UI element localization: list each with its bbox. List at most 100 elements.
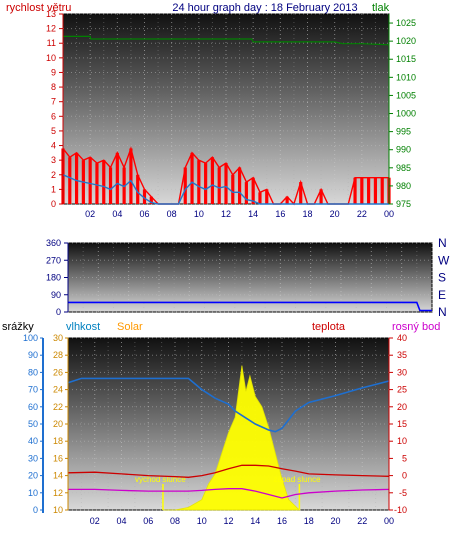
wind-tick-label: 12 — [46, 24, 56, 34]
compass-label: W — [438, 253, 450, 267]
x-tick-label: 08 — [167, 209, 177, 219]
dir-tick-label: 180 — [46, 273, 61, 283]
x-tick-label: 16 — [277, 516, 287, 526]
rain-tick-label: 30 — [28, 453, 38, 463]
compass-label: N — [438, 236, 447, 250]
rain-axis-title: srážky — [2, 321, 34, 333]
pressure-tick-label: 1005 — [396, 90, 416, 100]
x-tick-label: 14 — [250, 516, 260, 526]
temperature-tick-label: 30 — [397, 367, 407, 377]
wind-pressure-series — [61, 35, 391, 206]
wind-tick-label: 1 — [51, 184, 56, 194]
x-tick-label: 04 — [116, 516, 126, 526]
x-tick-label: 16 — [275, 209, 285, 219]
temperature-tick-label: 20 — [397, 402, 407, 412]
rain-tick-label: 40 — [28, 436, 38, 446]
wind-tick-label: 10 — [46, 53, 56, 63]
x-tick-label: 04 — [112, 209, 122, 219]
compass-label: N — [438, 305, 447, 319]
x-tick-label: 00 — [384, 209, 394, 219]
x-tick-label: 02 — [85, 209, 95, 219]
wind-axis-title: rychlost větru — [6, 2, 71, 14]
humidity-tick-label: 20 — [53, 419, 63, 429]
wind-tick-label: 2 — [51, 170, 56, 180]
temperature-tick-label: -5 — [399, 488, 407, 498]
wind-tick-label: 3 — [51, 155, 56, 165]
wind-direction-grid — [68, 242, 433, 313]
x-tick-label: 22 — [357, 209, 367, 219]
rain-tick-label: 60 — [28, 402, 38, 412]
x-tick-label: 12 — [221, 209, 231, 219]
sunrise-label: východ slunce — [135, 475, 186, 484]
pressure-tick-label: 985 — [396, 163, 411, 173]
dir-tick-label: 90 — [51, 290, 61, 300]
wind-tick-label: 11 — [47, 38, 56, 48]
temperature-tick-label: 15 — [397, 419, 407, 429]
solar-area — [163, 365, 301, 511]
x-tick-label: 18 — [302, 209, 312, 219]
humidity-tick-label: 30 — [53, 333, 63, 343]
humidity-tick-label: 14 — [53, 471, 63, 481]
pressure-tick-label: 1025 — [396, 18, 416, 28]
x-tick-label: 06 — [143, 516, 153, 526]
wind-direction-line — [68, 301, 432, 312]
solar-axis-title: Solar — [117, 321, 143, 333]
x-tick-label: 22 — [357, 516, 367, 526]
dir-tick-label: 0 — [56, 307, 61, 317]
humidity-tick-label: 26 — [53, 367, 63, 377]
rain-tick-label: 90 — [28, 350, 38, 360]
wind-tick-label: 0 — [51, 199, 56, 209]
dewpoint-line — [68, 488, 390, 499]
pressure-line — [63, 35, 390, 46]
humidity-tick-label: 28 — [53, 350, 63, 360]
dir-tick-label: 270 — [46, 255, 61, 265]
rain-tick-label: 100 — [23, 333, 38, 343]
pressure-tick-label: 1015 — [396, 54, 416, 64]
pressure-tick-label: 1020 — [396, 36, 416, 46]
rain-tick-label: 80 — [28, 367, 38, 377]
rain-tick-label: 0 — [33, 505, 38, 515]
wind-tick-label: 7 — [51, 97, 56, 107]
temperature-axis-title: teplota — [312, 321, 346, 333]
dewpoint-axis-title: rosný bod — [392, 321, 440, 333]
temperature-tick-label: 35 — [397, 350, 407, 360]
pressure-tick-label: 980 — [396, 181, 411, 191]
pressure-tick-label: 1010 — [396, 72, 416, 82]
x-tick-label: 06 — [139, 209, 149, 219]
wind-pressure-axes: 0123456789101112139759809859909951000100… — [46, 9, 416, 219]
humidity-axis-title: vlhkost — [66, 321, 100, 333]
x-tick-label: 00 — [384, 516, 394, 526]
x-tick-label: 12 — [223, 516, 233, 526]
pressure-tick-label: 1000 — [396, 109, 416, 119]
temperature-tick-label: -10 — [394, 505, 407, 515]
x-tick-label: 14 — [248, 209, 258, 219]
rain-tick-label: 50 — [28, 419, 38, 429]
humidity-tick-label: 16 — [53, 453, 63, 463]
wind-direction-series — [68, 301, 432, 312]
x-tick-label: 10 — [194, 209, 204, 219]
dir-tick-label: 360 — [46, 238, 61, 248]
compass-label: S — [438, 271, 446, 285]
humidity-tick-label: 22 — [53, 402, 63, 412]
x-tick-label: 02 — [90, 516, 100, 526]
pressure-tick-label: 975 — [396, 199, 411, 209]
temperature-tick-label: 40 — [397, 333, 407, 343]
temp-humidity-axes: 0102030405060708090100101214161820222426… — [23, 333, 407, 526]
rain-tick-label: 10 — [28, 488, 38, 498]
wind-tick-label: 8 — [51, 82, 56, 92]
x-tick-label: 08 — [170, 516, 180, 526]
x-tick-label: 10 — [197, 516, 207, 526]
sunset-label: západ slunce — [273, 475, 321, 484]
rain-tick-label: 70 — [28, 385, 38, 395]
humidity-line — [67, 377, 390, 433]
temp-humidity-series: východ slunce západ slunce — [67, 365, 390, 511]
x-tick-label: 20 — [330, 516, 340, 526]
wind-tick-label: 6 — [51, 111, 56, 121]
humidity-tick-label: 10 — [53, 505, 63, 515]
wind-tick-label: 5 — [51, 126, 56, 136]
temperature-line — [67, 464, 390, 478]
humidity-tick-label: 24 — [53, 385, 63, 395]
